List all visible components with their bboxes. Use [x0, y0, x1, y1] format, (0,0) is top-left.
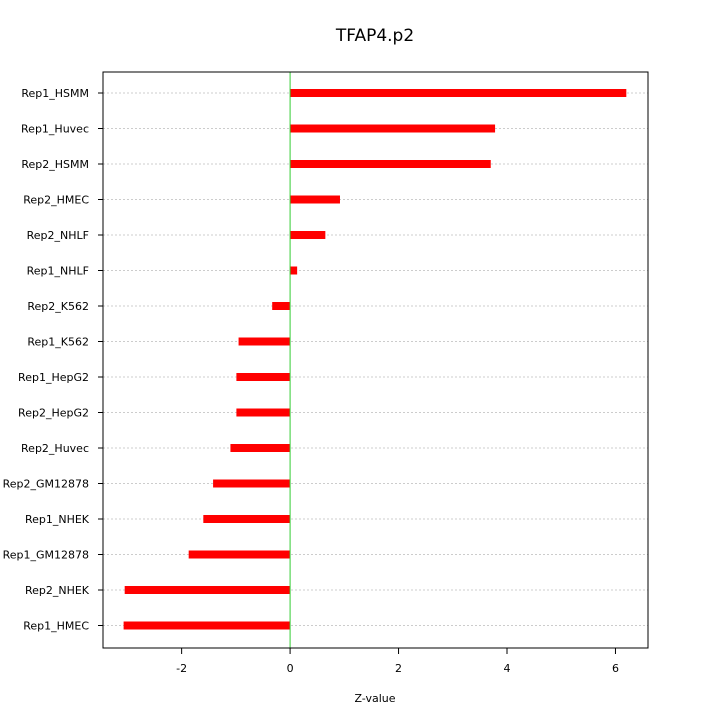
bar-Rep1_GM12878	[188, 550, 291, 559]
y-tick-label: Rep1_NHEK	[25, 513, 90, 526]
y-tick-label: Rep2_HMEC	[23, 194, 89, 207]
y-tick-label: Rep1_K562	[27, 336, 89, 349]
bar-Rep2_GM12878	[213, 479, 291, 488]
y-tick-label: Rep1_HepG2	[18, 371, 89, 384]
y-tick-label: Rep2_NHEK	[25, 584, 90, 597]
x-tick-label: 6	[612, 662, 619, 675]
y-tick-label: Rep1_Huvec	[21, 123, 89, 136]
y-axis: Rep1_HSMM Rep1_Huvec Rep2_HSMM Rep2_HMEC Rep…	[3, 87, 103, 633]
bar-Rep1_HepG2	[236, 373, 291, 381]
bar-Rep2_Huvec	[230, 444, 291, 452]
bar-Rep2_HSMM	[290, 160, 491, 168]
y-tick-label: Rep2_HSMM	[21, 158, 89, 171]
bar-Rep2_NHEK	[124, 586, 291, 594]
plot-frame	[102, 71, 649, 649]
x-tick-label: 4	[504, 662, 511, 675]
y-tick-label: Rep2_K562	[27, 300, 89, 313]
y-tick-label: Rep2_HepG2	[18, 407, 89, 420]
x-tick-label: 0	[287, 662, 294, 675]
y-tick-label: Rep2_Huvec	[21, 442, 89, 455]
x-tick-label: 2	[395, 662, 402, 675]
y-tick-label: Rep1_NHLF	[27, 265, 89, 278]
bar-Rep1_HSMM	[290, 89, 627, 97]
x-axis-title: Z-value	[354, 692, 395, 705]
bar-Rep1_K562	[238, 337, 291, 346]
grid-layer	[103, 92, 648, 626]
y-tick-label: Rep2_NHLF	[27, 229, 89, 242]
bar-Rep2_HepG2	[236, 408, 291, 417]
y-tick-label: Rep1_HMEC	[23, 620, 89, 633]
bar-Rep2_K562	[272, 302, 291, 310]
x-tick-label: -2	[176, 662, 187, 675]
bar-Rep1_Huvec	[290, 124, 496, 133]
bar-Rep1_NHLF	[290, 266, 298, 275]
bar-Rep2_NHLF	[290, 231, 326, 239]
chart-title: TFAP4.p2	[335, 26, 414, 46]
bar-Rep1_HMEC	[123, 621, 291, 630]
bar-Rep1_NHEK	[203, 515, 291, 523]
bar-Rep2_HMEC	[290, 195, 340, 204]
y-tick-label: Rep1_GM12878	[3, 549, 89, 562]
bar-layer	[123, 89, 627, 630]
x-axis: -2 0 2 4 6	[176, 648, 619, 675]
y-tick-label: Rep1_HSMM	[21, 87, 89, 100]
y-tick-label: Rep2_GM12878	[3, 478, 89, 491]
